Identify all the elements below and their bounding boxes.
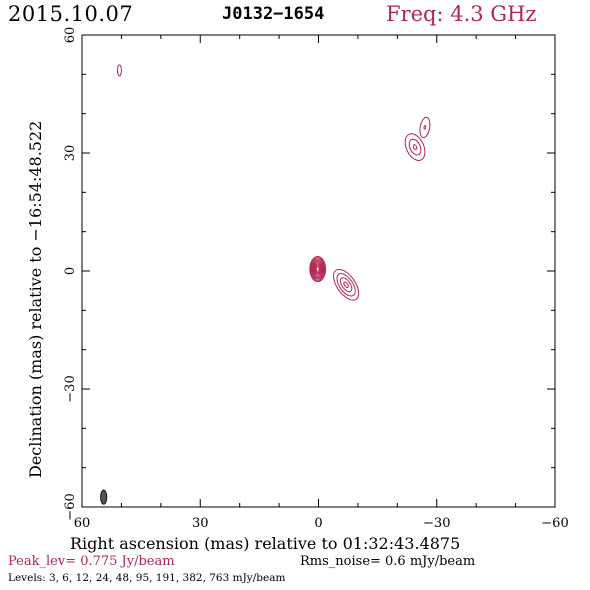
contour-ring [116,64,122,77]
contour-ring [423,125,427,130]
contour-ring [313,262,323,276]
contour-ring [314,263,322,275]
component-jet-knot-3 [404,133,426,161]
x-tick-label: 30 [192,516,209,531]
contour-ring [412,144,418,151]
contour-ring [314,264,321,274]
frequency-label: Freq: 4.3 GHz [386,2,537,26]
contour-ring [419,116,431,139]
observation-date: 2015.10.07 [8,2,134,26]
component-jet-knot-1 [333,268,360,301]
contour-ring [309,255,327,283]
x-tick-label: 60 [74,516,91,531]
contour-ring [310,257,326,281]
axis-ticks [81,34,556,508]
tick-labels: 60 30 0 −30 −60 −60 −30 0 30 60 [63,27,569,531]
beam-ellipse [100,489,108,505]
y-axis-label: Declination (mas) relative to −16:54:48.… [26,120,45,478]
contour-ring [312,261,323,277]
component-faint-feature [116,64,122,77]
beam-layer [100,489,108,505]
y-tick-label: 0 [63,267,78,275]
contour-ring [310,258,325,280]
contour-ring [336,273,356,297]
component-jet-knot-2 [419,116,431,139]
contour-ring [333,268,360,301]
contour-ring [315,266,320,272]
contour-ring [404,133,426,161]
component-core [309,255,327,283]
y-tick-label: −30 [63,375,78,402]
contour-ring [343,281,349,289]
y-tick-label: 60 [63,27,78,44]
x-tick-label: −30 [423,516,450,531]
contour-ring [311,259,324,279]
contour-levels: Levels: 3, 6, 12, 24, 48, 95, 191, 382, … [8,572,286,584]
contour-layer [116,64,431,301]
contour-ring [339,277,353,293]
y-tick-label: −60 [63,493,78,520]
x-tick-label: −60 [541,516,568,531]
rms-noise: Rms_noise= 0.6 mJy/beam [300,554,476,569]
peak-level: Peak_lev= 0.775 Jy/beam [8,554,175,569]
x-axis-label: Right ascension (mas) relative to 01:32:… [70,534,461,553]
x-tick-label: 0 [314,516,322,531]
contour-ring [408,138,422,156]
y-tick-label: 30 [63,145,78,162]
source-name: J0132−1654 [222,4,325,24]
